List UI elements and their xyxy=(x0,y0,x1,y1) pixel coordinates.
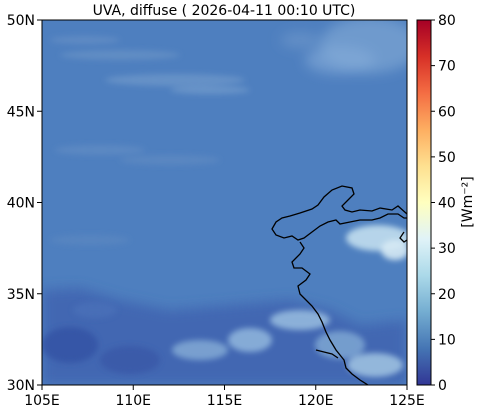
x-tick-label: 120E xyxy=(298,393,334,409)
colorbar-tick-label: 30 xyxy=(438,241,456,257)
colorbar-tick-label: 20 xyxy=(438,287,456,303)
y-tick-label: 40N xyxy=(7,196,35,212)
y-tick-label: 50N xyxy=(7,13,35,29)
dark-southwest-region xyxy=(42,288,407,385)
bright-coastal-area xyxy=(346,225,407,260)
cloud-streaks-middle xyxy=(50,145,220,245)
colorbar xyxy=(417,20,431,385)
colorbar-tick-label: 10 xyxy=(438,332,456,348)
cloud-streaks-northwest xyxy=(50,36,250,94)
y-tick-label: 35N xyxy=(7,287,35,303)
colorbar-tick-label: 60 xyxy=(438,104,456,120)
colorbar-tick-label: 50 xyxy=(438,150,456,166)
colorbar-ticks: 0 10 20 30 40 50 60 70 80 xyxy=(431,13,456,394)
map-title: UVA, diffuse ( 2026-04-11 00:10 UTC) xyxy=(93,3,356,19)
x-axis-ticks: 105E 110E 115E 120E 125E xyxy=(24,385,425,409)
x-tick-label: 105E xyxy=(24,393,60,409)
x-tick-label: 115E xyxy=(207,393,243,409)
colorbar-label: [Wm⁻²] xyxy=(460,176,476,227)
cloud-field-northeast xyxy=(280,20,407,74)
y-tick-label: 45N xyxy=(7,104,35,120)
x-tick-label: 110E xyxy=(115,393,151,409)
coastline xyxy=(271,185,407,385)
y-tick-label: 30N xyxy=(7,378,35,394)
map-plot-area xyxy=(42,20,407,385)
colorbar-tick-label: 70 xyxy=(438,59,456,75)
y-axis-ticks: 30N 35N 40N 45N 50N xyxy=(7,13,42,394)
colorbar-tick-label: 0 xyxy=(438,378,447,394)
colorbar-tick-label: 40 xyxy=(438,196,456,212)
x-tick-label: 125E xyxy=(389,393,425,409)
colorbar-tick-label: 80 xyxy=(438,13,456,29)
